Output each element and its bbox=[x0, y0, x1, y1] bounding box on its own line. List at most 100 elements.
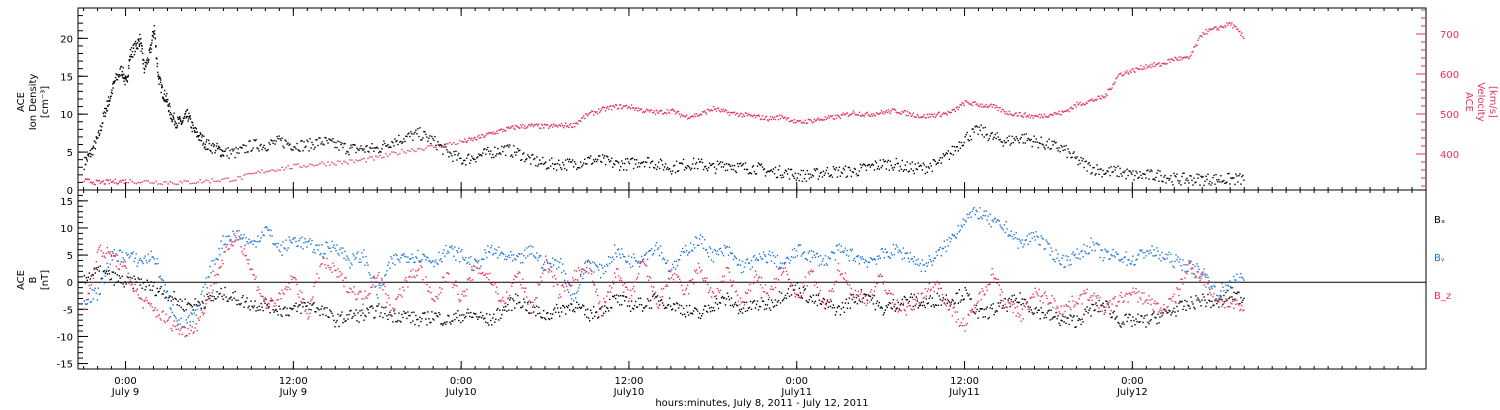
data-point bbox=[809, 260, 812, 263]
data-point bbox=[495, 318, 497, 320]
data-point bbox=[847, 115, 850, 117]
data-point bbox=[626, 261, 629, 263]
data-point bbox=[788, 262, 791, 264]
data-point bbox=[272, 243, 274, 245]
data-point bbox=[1193, 46, 1195, 48]
data-point bbox=[391, 141, 393, 143]
data-point bbox=[590, 111, 592, 114]
data-point bbox=[165, 291, 167, 294]
data-point bbox=[967, 295, 969, 297]
data-point bbox=[944, 112, 946, 114]
data-point bbox=[1088, 100, 1090, 102]
data-point bbox=[266, 304, 268, 306]
data-point bbox=[894, 109, 896, 111]
data-point bbox=[519, 149, 521, 151]
data-point bbox=[919, 116, 921, 119]
data-point bbox=[209, 265, 211, 268]
data-point bbox=[887, 159, 889, 162]
data-point bbox=[1069, 314, 1071, 316]
data-point bbox=[945, 152, 947, 154]
data-point bbox=[798, 120, 801, 122]
data-point bbox=[409, 314, 411, 317]
data-point bbox=[1027, 137, 1029, 140]
data-point bbox=[303, 141, 305, 143]
data-point bbox=[382, 316, 384, 319]
data-point bbox=[602, 267, 604, 269]
data-point bbox=[1223, 179, 1225, 182]
data-point bbox=[931, 264, 933, 266]
data-point bbox=[595, 264, 597, 266]
data-point bbox=[159, 275, 161, 277]
data-point bbox=[541, 266, 543, 269]
data-point bbox=[302, 306, 304, 308]
data-point bbox=[740, 112, 743, 115]
data-point bbox=[121, 275, 123, 278]
data-point bbox=[535, 314, 537, 317]
data-point bbox=[180, 306, 182, 309]
data-point bbox=[1201, 299, 1203, 301]
data-point bbox=[1154, 316, 1156, 319]
data-point bbox=[762, 118, 765, 121]
data-point bbox=[994, 217, 996, 219]
data-point bbox=[192, 309, 194, 311]
data-point bbox=[1199, 35, 1201, 37]
data-point bbox=[85, 156, 87, 159]
data-point bbox=[335, 321, 337, 324]
data-point bbox=[506, 310, 508, 312]
data-point bbox=[811, 300, 814, 303]
data-point bbox=[609, 298, 611, 301]
data-point bbox=[245, 145, 247, 147]
data-point bbox=[140, 278, 142, 280]
data-point bbox=[719, 302, 722, 304]
data-point bbox=[783, 263, 786, 265]
data-point bbox=[1003, 140, 1005, 142]
data-point bbox=[110, 255, 112, 257]
data-point bbox=[725, 163, 728, 165]
data-point bbox=[624, 300, 626, 302]
data-point bbox=[1186, 177, 1188, 180]
data-point bbox=[552, 313, 554, 315]
data-point bbox=[859, 115, 862, 117]
data-point bbox=[292, 149, 294, 151]
data-point bbox=[1233, 177, 1235, 179]
data-point bbox=[241, 178, 243, 180]
data-point bbox=[431, 261, 433, 263]
data-point bbox=[532, 306, 534, 308]
data-point bbox=[1000, 111, 1002, 113]
data-point bbox=[485, 321, 487, 323]
data-point bbox=[676, 265, 679, 267]
data-point bbox=[901, 159, 903, 162]
data-point bbox=[263, 144, 265, 147]
data-point bbox=[828, 117, 831, 119]
data-point bbox=[1159, 316, 1161, 318]
data-point bbox=[548, 127, 550, 129]
data-point bbox=[121, 75, 124, 77]
data-point bbox=[553, 264, 555, 266]
data-point bbox=[303, 301, 305, 304]
data-point bbox=[291, 149, 293, 151]
data-point bbox=[650, 307, 653, 309]
data-point bbox=[120, 282, 122, 284]
data-point bbox=[359, 310, 361, 312]
data-point bbox=[694, 236, 697, 238]
data-point bbox=[800, 169, 803, 172]
data-point bbox=[540, 127, 542, 130]
data-point bbox=[616, 160, 618, 162]
data-point bbox=[417, 128, 419, 130]
data-point bbox=[484, 148, 486, 150]
data-point bbox=[530, 125, 532, 127]
data-point bbox=[585, 163, 587, 165]
data-point bbox=[599, 155, 601, 157]
data-point bbox=[663, 111, 666, 114]
data-point bbox=[916, 263, 918, 266]
data-point bbox=[1166, 177, 1168, 180]
data-point bbox=[396, 254, 398, 257]
data-point bbox=[260, 143, 262, 146]
data-point bbox=[1172, 310, 1174, 312]
data-point bbox=[1039, 117, 1041, 119]
data-point bbox=[92, 154, 94, 156]
data-point bbox=[1153, 62, 1155, 64]
data-point bbox=[638, 262, 641, 264]
data-point bbox=[350, 309, 352, 312]
data-point bbox=[597, 112, 599, 115]
